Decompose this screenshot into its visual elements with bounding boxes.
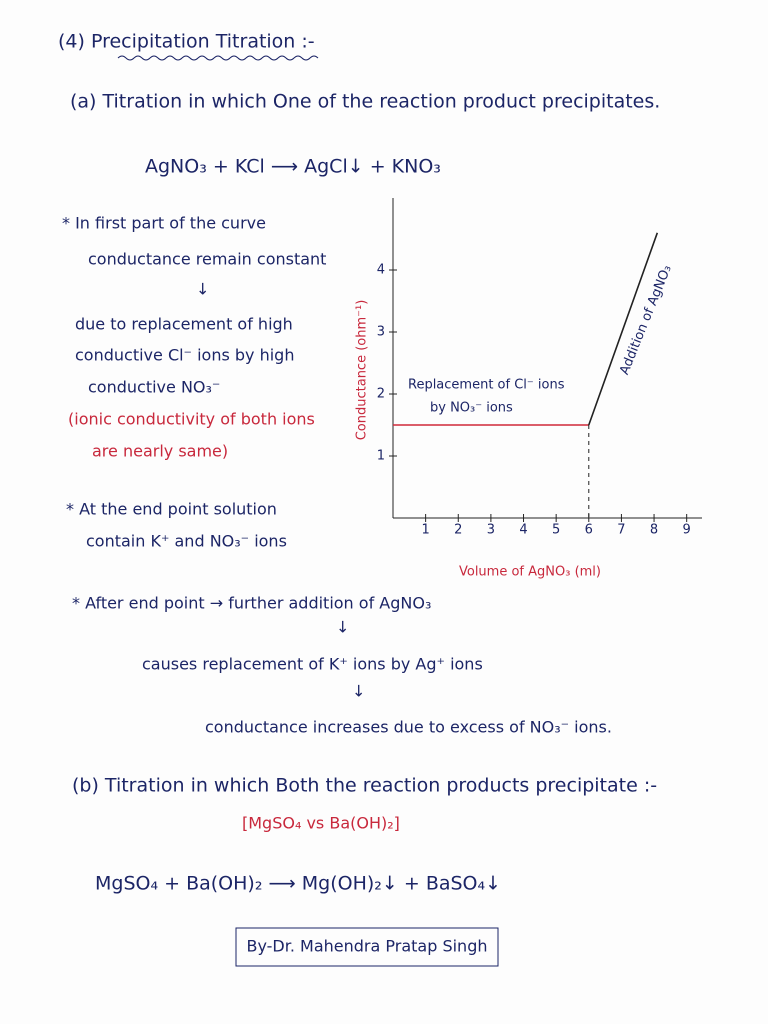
x-axis-label: Volume of AgNO₃ (ml) (459, 565, 601, 580)
note: ↓ (336, 618, 349, 637)
x-tick-label: 2 (454, 523, 462, 538)
x-tick-label: 6 (585, 523, 593, 538)
y-tick-label: 1 (377, 449, 385, 464)
note: * After end point → further addition of … (72, 594, 431, 613)
x-tick-label: 9 (683, 523, 691, 538)
x-tick-label: 8 (650, 523, 658, 538)
equation: AgNO₃ + KCl ⟶ AgCl↓ + KNO₃ (145, 156, 441, 178)
note: * In first part of the curve (62, 214, 266, 233)
y-tick-label: 4 (377, 263, 385, 278)
equation: MgSO₄ + Ba(OH)₂ ⟶ Mg(OH)₂↓ + BaSO₄↓ (95, 873, 501, 895)
x-tick-label: 1 (421, 523, 429, 538)
credit: By-Dr. Mahendra Pratap Singh (246, 937, 487, 956)
note: conductance increases due to excess of N… (205, 718, 612, 737)
x-tick-label: 4 (519, 523, 527, 538)
annotation: Replacement of Cl⁻ ions (408, 378, 565, 393)
heading: (4) Precipitation Titration :- (58, 31, 315, 53)
note: conductance remain constant (88, 250, 326, 269)
annotation: by NO₃⁻ ions (430, 401, 513, 416)
note: conductive NO₃⁻ (88, 378, 220, 397)
note: due to replacement of high (75, 315, 293, 334)
note: * At the end point solution (66, 500, 277, 519)
note: ↓ (352, 682, 365, 701)
y-tick-label: 3 (377, 325, 385, 340)
aside: are nearly same) (92, 442, 228, 461)
x-tick-label: 5 (552, 523, 560, 538)
note: contain K⁺ and NO₃⁻ ions (86, 532, 287, 551)
y-axis-label: Conductance (ohm⁻¹) (355, 300, 370, 441)
line-series (588, 232, 659, 426)
note: ↓ (196, 280, 209, 299)
y-tick-label: 2 (377, 387, 385, 402)
note: conductive Cl⁻ ions by high (75, 346, 294, 365)
x-tick-label: 7 (617, 523, 625, 538)
pair: [MgSO₄ vs Ba(OH)₂] (242, 814, 400, 833)
aside: (ionic conductivity of both ions (68, 410, 315, 429)
x-tick-label: 3 (487, 523, 495, 538)
underline (117, 55, 319, 61)
part-a-heading: (a) Titration in which One of the reacti… (70, 91, 660, 113)
part-b-heading: (b) Titration in which Both the reaction… (72, 775, 657, 797)
credit-box (235, 927, 499, 967)
note: causes replacement of K⁺ ions by Ag⁺ ion… (142, 655, 483, 674)
